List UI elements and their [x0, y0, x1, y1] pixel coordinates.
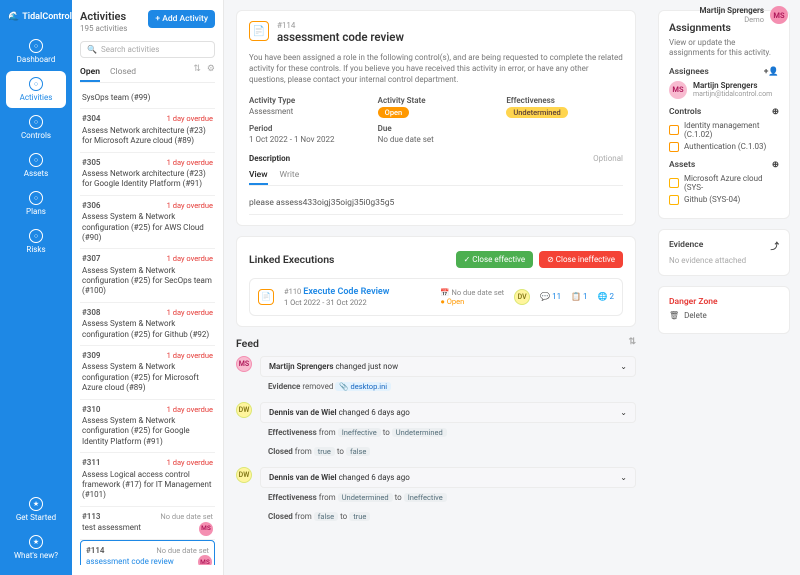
evidence-empty: No evidence attached [669, 256, 779, 265]
right-panel: Assignments View or update the assignmen… [648, 0, 800, 575]
execution-icon: 📄 [258, 289, 274, 305]
nav-dashboard[interactable]: ○Dashboard [6, 33, 66, 70]
asset-item[interactable]: Github (SYS-04) [669, 195, 779, 205]
nav-activities[interactable]: ○Activities [6, 71, 66, 108]
feed-title: Feed [236, 337, 259, 350]
detail-id: #114 [277, 21, 404, 30]
close-ineffective-button[interactable]: ⊘ Close ineffective [539, 251, 623, 268]
user-sub: Demo [700, 15, 764, 24]
feed-toggle[interactable]: Dennis van de Wiel changed 6 days ago⌄ [260, 467, 636, 488]
logo: 🌊 TidalControl [0, 8, 72, 32]
nav-get-started[interactable]: ★Get Started [6, 491, 66, 528]
activity-item[interactable]: #3101 day overdue Assess System & Networ… [80, 400, 215, 454]
feed-sort-icon[interactable]: ⇅ [628, 337, 636, 350]
activities-panel: Activities 195 activities + Add Activity… [72, 0, 224, 575]
desc-tab-view[interactable]: View [249, 167, 268, 185]
assignee-avatar: DV [514, 289, 530, 305]
state-badge: Open [378, 107, 410, 118]
linked-title: Linked Executions [249, 253, 334, 266]
filter-icon[interactable]: ⚙ [207, 64, 215, 82]
control-item[interactable]: Identity management (C.1.02) [669, 121, 779, 139]
activity-item[interactable]: #3071 day overdue Assess System & Networ… [80, 249, 215, 303]
nav-controls[interactable]: ○Controls [6, 109, 66, 146]
danger-zone-label: Danger Zone [669, 297, 779, 307]
description-text: please assess433oigj35oigj35i0g35g5 [249, 192, 623, 215]
activity-item[interactable]: #3111 day overdue Assess Logical access … [80, 453, 215, 507]
activity-item[interactable]: #3041 day overdue Assess Network archite… [80, 109, 215, 152]
controls-label: Controls [669, 107, 701, 117]
control-item[interactable]: Authentication (C.1.03) [669, 142, 779, 152]
activity-icon: 📄 [249, 21, 269, 41]
nav-plans[interactable]: ○Plans [6, 185, 66, 222]
assets-label: Assets [669, 160, 695, 170]
period-value: 1 Oct 2022 - 1 Nov 2022 [249, 135, 366, 144]
evidence-label: Evidence [669, 240, 703, 252]
delete-button[interactable]: 🗑 Delete [669, 311, 779, 320]
sidebar: 🌊 TidalControl ○Dashboard○Activities○Con… [0, 0, 72, 575]
add-asset-icon[interactable]: ⊕ [772, 160, 779, 170]
notice-text: You have been assigned a role in the fol… [249, 52, 623, 86]
feed-item: DW Dennis van de Wiel changed 6 days ago… [236, 402, 636, 461]
description-label: Description [249, 154, 290, 163]
activity-item[interactable]: #3081 day overdue Assess System & Networ… [80, 303, 215, 346]
activity-item[interactable]: #114No due date set assessment code revi… [80, 540, 215, 566]
tab-open[interactable]: Open [80, 64, 100, 82]
feed-item: MS Martijn Sprengers changed just now⌄ E… [236, 356, 636, 396]
due-value: No due date set [378, 135, 495, 144]
feed-item: DW Dennis van de Wiel changed 6 days ago… [236, 467, 636, 526]
detail-title: assessment code review [277, 30, 404, 44]
activity-item[interactable]: #3051 day overdue Assess Network archite… [80, 153, 215, 196]
asset-item[interactable]: Microsoft Azure cloud (SYS- [669, 174, 779, 192]
desc-tab-write[interactable]: Write [280, 167, 300, 185]
nav-assets[interactable]: ○Assets [6, 147, 66, 184]
upload-evidence-icon[interactable]: ⤴ [770, 240, 779, 252]
main-content: 📄 #114 assessment code review You have b… [224, 0, 648, 575]
feed-toggle[interactable]: Dennis van de Wiel changed 6 days ago⌄ [260, 402, 636, 423]
activities-count: 195 activities [80, 24, 127, 33]
effectiveness-badge: Undetermined [506, 107, 567, 118]
add-control-icon[interactable]: ⊕ [772, 107, 779, 117]
nav-risks[interactable]: ○Risks [6, 223, 66, 260]
sort-icon[interactable]: ⇅ [193, 64, 201, 82]
user-menu[interactable]: Martijn Sprengers Demo MS [700, 6, 788, 24]
comments-icon[interactable]: 💬 11 [540, 292, 561, 301]
activity-item[interactable]: #113No due date set test assessment MS [80, 507, 215, 540]
user-avatar: MS [770, 6, 788, 24]
tab-closed[interactable]: Closed [110, 64, 136, 82]
user-name: Martijn Sprengers [700, 6, 764, 15]
assignee-item[interactable]: MS Martijn Sprengersmartijn@tidalcontrol… [669, 81, 779, 99]
activity-type: Assessment [249, 107, 366, 116]
add-activity-button[interactable]: + Add Activity [148, 10, 215, 28]
activity-item[interactable]: #3091 day overdue Assess System & Networ… [80, 346, 215, 400]
assignees-label: Assignees [669, 67, 709, 77]
activity-item[interactable]: #3061 day overdue Assess System & Networ… [80, 196, 215, 250]
activities-title: Activities [80, 10, 127, 23]
execution-card[interactable]: 📄 #110 Execute Code Review 1 Oct 2022 - … [249, 278, 623, 316]
links-icon[interactable]: 🌐 2 [598, 292, 614, 301]
activity-item[interactable]: SysOps team (#99) [80, 87, 215, 109]
nav-what-s-new-[interactable]: ★What's new? [6, 529, 66, 566]
tasks-icon[interactable]: 📋 1 [571, 292, 587, 301]
add-assignee-icon[interactable]: +👤 [764, 67, 779, 77]
feed-toggle[interactable]: Martijn Sprengers changed just now⌄ [260, 356, 636, 377]
search-input[interactable]: 🔍 Search activities [80, 41, 215, 58]
close-effective-button[interactable]: ✓ Close effective [456, 251, 534, 268]
